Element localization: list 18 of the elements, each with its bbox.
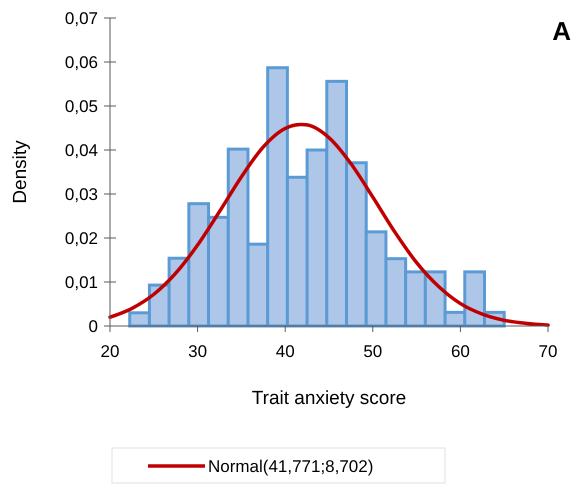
x-tick-label: 50 <box>363 342 382 361</box>
y-axis-title: Density <box>10 140 31 204</box>
y-tick-label: 0,03 <box>64 184 98 204</box>
y-tick-label: 0,02 <box>64 228 98 248</box>
text: A <box>552 16 572 46</box>
y-tick-label: 0,07 <box>64 8 98 28</box>
x-axis-title: Trait anxiety score <box>252 388 406 409</box>
x-tick-label: 40 <box>276 342 295 361</box>
x-tick-label: 30 <box>188 342 208 361</box>
x-tick-label: 60 <box>450 342 470 361</box>
legend-label: Normal(41,771;8,702) <box>208 456 374 476</box>
y-tick-label: 0 <box>88 316 98 336</box>
y-tick-label: 0,01 <box>64 272 98 292</box>
x-tick-label: 20 <box>100 342 120 361</box>
x-tick-label: 70 <box>538 342 558 361</box>
y-tick-label: 0,06 <box>64 52 98 72</box>
y-tick-label: 0,04 <box>64 140 98 160</box>
y-tick-label: 0,05 <box>64 96 98 116</box>
